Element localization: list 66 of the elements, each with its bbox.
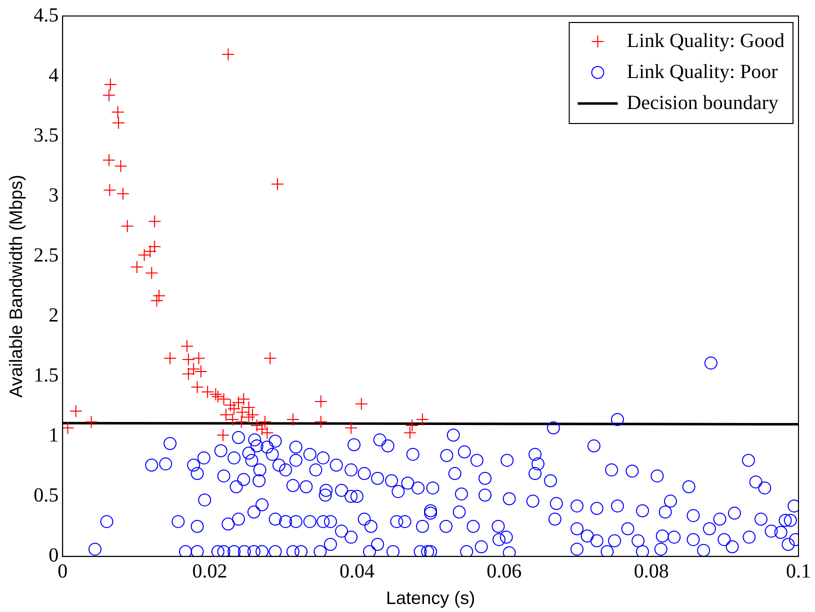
- point: [182, 367, 195, 380]
- point: [102, 88, 116, 102]
- y-tick-label: 2: [48, 304, 59, 326]
- point: [103, 184, 116, 197]
- point: [152, 289, 166, 302]
- point: [120, 220, 134, 233]
- point: [314, 415, 328, 428]
- point: [234, 415, 248, 428]
- point: [112, 116, 126, 130]
- point: [138, 248, 151, 262]
- legend-label: Link Quality: Good: [626, 30, 784, 52]
- point: [222, 48, 235, 61]
- point: [69, 404, 82, 418]
- point: [187, 362, 200, 376]
- x-tick-label: 0.1: [786, 560, 811, 583]
- point: [116, 187, 130, 200]
- y-tick-label: 4.5: [34, 4, 59, 26]
- point: [164, 352, 177, 365]
- point: [264, 352, 277, 365]
- point: [180, 340, 194, 353]
- point: [111, 106, 124, 119]
- legend-label: Decision boundary: [626, 92, 778, 114]
- x-tick-label: 0.08: [634, 560, 669, 583]
- y-tick-label: 1.5: [34, 364, 59, 387]
- y-tick-label: 3: [48, 184, 59, 206]
- y-axis-title: Available Bandwidth (Mbps): [6, 174, 26, 398]
- point: [216, 428, 230, 442]
- point: [258, 415, 272, 428]
- x-tick-label: 0.04: [339, 560, 374, 583]
- point: [201, 385, 214, 398]
- point: [354, 397, 368, 410]
- point: [194, 364, 208, 378]
- y-tick-label: 3.5: [34, 124, 59, 146]
- point: [228, 402, 241, 416]
- point: [144, 244, 157, 258]
- point: [344, 421, 358, 434]
- y-tick-label: 0.5: [34, 484, 59, 507]
- point: [286, 413, 300, 426]
- y-tick-label: 1: [48, 424, 59, 447]
- y-tick-label: 0: [48, 544, 59, 567]
- point: [192, 352, 206, 365]
- point: [114, 160, 128, 173]
- point: [403, 426, 416, 440]
- y-tick-label: 2.5: [34, 244, 59, 266]
- point: [270, 178, 284, 191]
- point: [148, 240, 162, 254]
- point: [62, 421, 74, 434]
- point: [150, 294, 164, 308]
- point: [406, 419, 419, 432]
- point: [84, 415, 98, 428]
- x-tick-label: 0.06: [486, 560, 522, 583]
- point: [182, 352, 195, 366]
- point: [145, 266, 158, 280]
- legend-label: Link Quality: Poor: [626, 60, 778, 83]
- point: [314, 394, 328, 408]
- y-tick-label: 4: [48, 64, 59, 86]
- x-axis-title: Latency (s): [386, 588, 476, 608]
- point: [416, 413, 429, 426]
- point: [232, 396, 245, 410]
- point: [190, 380, 204, 394]
- point: [211, 390, 224, 404]
- point: [102, 154, 116, 167]
- x-tick-label: 0.02: [192, 560, 228, 583]
- point: [148, 214, 162, 228]
- point: [104, 78, 117, 91]
- point: [130, 260, 144, 274]
